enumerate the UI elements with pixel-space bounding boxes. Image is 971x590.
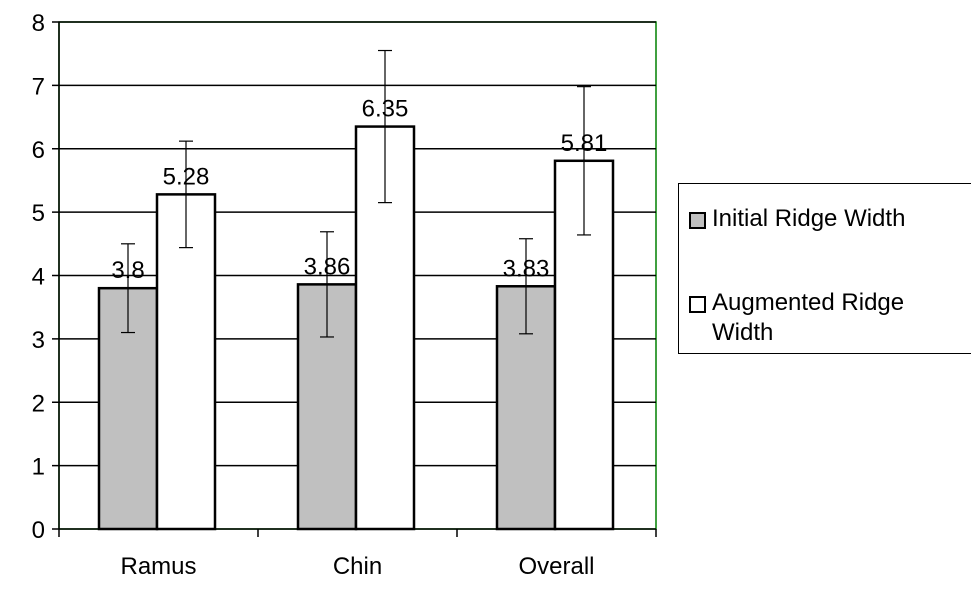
y-tick-label: 3 <box>32 327 45 354</box>
data-label: 6.35 <box>362 96 409 123</box>
x-tick-label: Chin <box>333 553 382 580</box>
x-tick-label: Ramus <box>120 553 196 580</box>
bar <box>155 193 217 531</box>
y-tick-label: 1 <box>32 454 45 481</box>
data-labels: 3.8 3.86 3.83 5.28 6.35 5.81 <box>111 96 607 285</box>
legend-swatch-augmented <box>689 296 706 313</box>
y-tick-label: 6 <box>32 137 45 164</box>
legend-item-augmented: Augmented Ridge Width <box>689 288 969 348</box>
y-tick-label: 7 <box>32 73 45 100</box>
legend-label-augmented: Augmented Ridge Width <box>712 289 905 346</box>
data-label: 3.8 <box>111 257 144 284</box>
data-label: 3.83 <box>503 255 550 282</box>
data-label: 3.86 <box>304 253 351 280</box>
axes: 0 1 2 3 4 5 6 7 8 Ramus Chin Overall <box>32 10 657 580</box>
y-tick-label: 8 <box>32 10 45 37</box>
legend-swatch-initial <box>689 212 706 229</box>
data-label: 5.81 <box>561 130 608 157</box>
error-bars <box>121 49 591 338</box>
legend: Initial Ridge Width Augmented Ridge Widt… <box>678 183 971 354</box>
x-tick-label: Overall <box>518 553 594 580</box>
y-tick-label: 5 <box>32 200 45 227</box>
y-tick-label: 2 <box>32 390 45 417</box>
y-tick-label: 0 <box>32 517 45 544</box>
data-label: 5.28 <box>163 163 210 190</box>
legend-item-initial: Initial Ridge Width <box>689 204 905 234</box>
legend-label-initial: Initial Ridge Width <box>712 205 906 232</box>
y-tick-label: 4 <box>32 264 45 291</box>
